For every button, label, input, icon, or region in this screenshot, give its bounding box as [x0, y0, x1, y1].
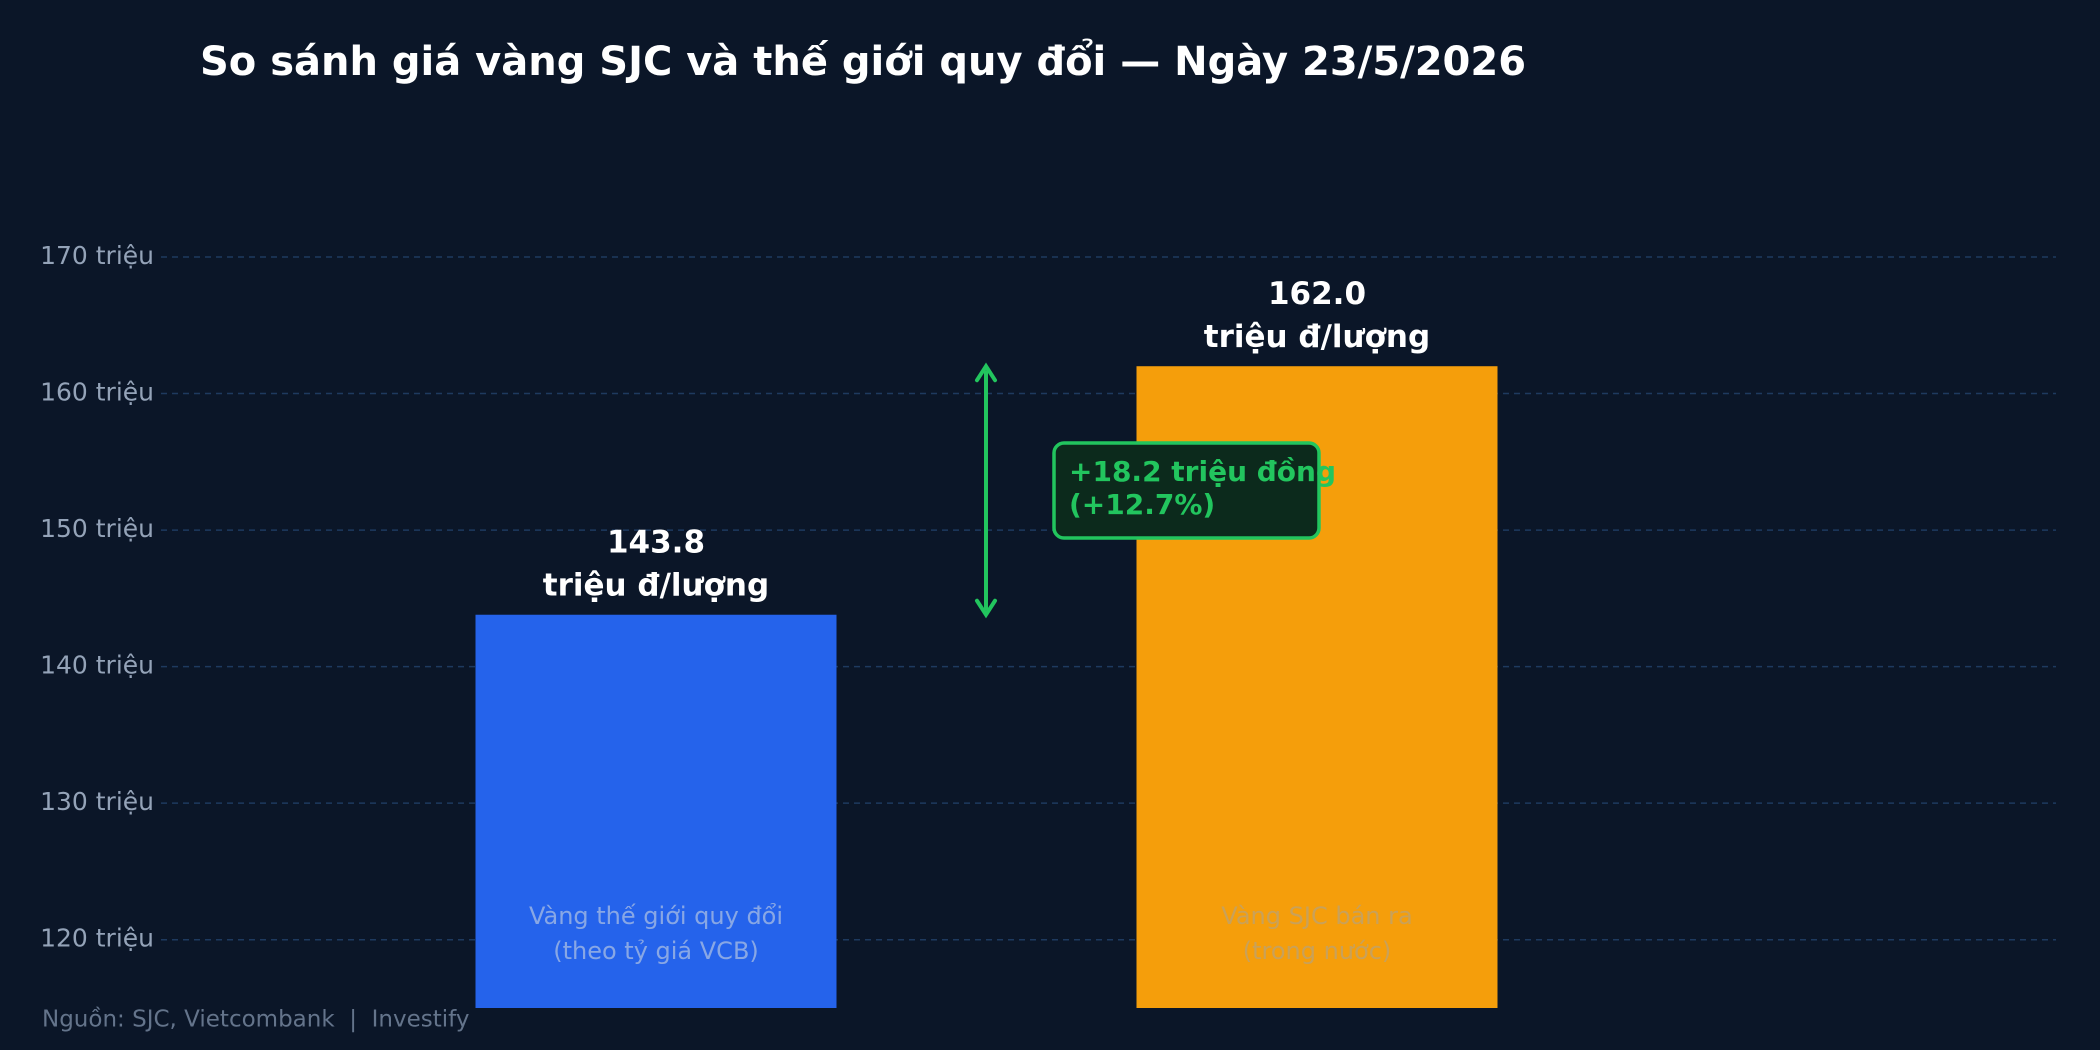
y-tick-label: 160 triệu — [40, 378, 154, 407]
y-tick-label: 170 triệu — [40, 241, 154, 270]
arrow-head — [975, 598, 997, 619]
value-label: 143.8 triệu đ/lượng — [543, 524, 769, 603]
category-label: Vàng thế giới quy đổi (theo tỷ giá VCB) — [529, 902, 783, 965]
y-tick-label: 120 triệu — [40, 924, 154, 953]
arrow-head — [975, 362, 997, 383]
y-tick-label: 140 triệu — [40, 651, 154, 680]
source: Nguồn: SJC, Vietcombank | Investify — [42, 1007, 469, 1033]
bar — [475, 614, 837, 1008]
chart-title: So sánh giá vàng SJC và thế giới quy đổi… — [200, 37, 1526, 85]
y-tick-label: 130 triệu — [40, 787, 154, 816]
annotation-box — [1052, 441, 1321, 540]
category-label: Vàng SJC bán ra (trong nước) — [1221, 902, 1412, 965]
value-label: 162.0 triệu đ/lượng — [1204, 276, 1430, 355]
y-tick-label: 150 triệu — [40, 514, 154, 543]
annotation-text: +18.2 triệu đồng (+12.7%) — [1069, 455, 1336, 521]
